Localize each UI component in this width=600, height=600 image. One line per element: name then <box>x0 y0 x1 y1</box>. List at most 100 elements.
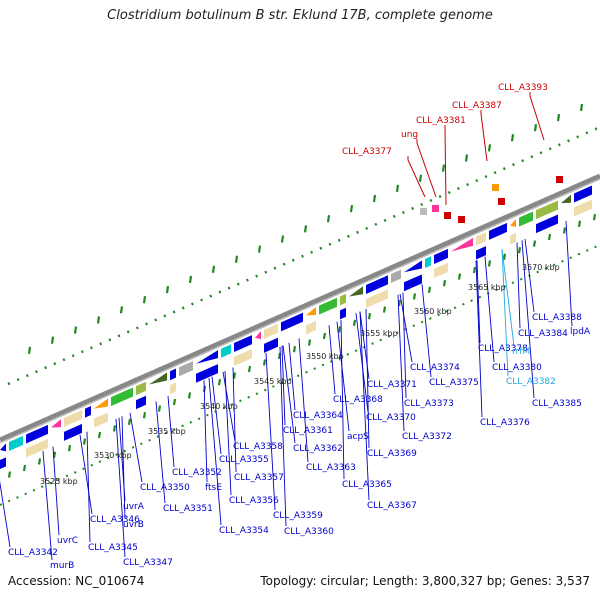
ruler-tick <box>37 458 42 465</box>
gene-block <box>94 412 108 428</box>
outer-ruler-tick <box>441 164 446 172</box>
ruler-tick <box>292 346 297 353</box>
upper-feature-label: ung <box>401 130 418 140</box>
ruler-tick <box>247 365 252 373</box>
lower-feature-label: ftsE <box>205 483 222 493</box>
gene-block <box>391 269 401 283</box>
outer-ruler-tick <box>510 134 515 142</box>
lower-label-connector <box>336 321 350 432</box>
lower-feature-label: CLL_A3352 <box>172 468 222 478</box>
gene-block <box>85 405 91 418</box>
ruler-tick <box>562 227 567 234</box>
lower-feature-label: CLL_A3380 <box>492 363 542 373</box>
gene-block <box>26 438 48 458</box>
lower-feature-label: CLL_A3376 <box>480 418 530 428</box>
lower-label-connector <box>516 242 521 329</box>
lower-label-connector <box>421 284 432 378</box>
lower-label-connector <box>42 451 53 561</box>
outer-ruler-tick <box>27 346 32 354</box>
upper-feature-label: CLL_A3387 <box>452 101 502 111</box>
ruler-tick <box>7 471 12 478</box>
ruler-tick <box>487 260 492 267</box>
lower-label-connector <box>208 378 222 526</box>
ruler-tick <box>517 247 522 254</box>
ruler-tick <box>577 220 582 227</box>
genome-backbone <box>0 173 600 443</box>
outer-ruler-tick <box>579 103 584 112</box>
gene-block <box>0 457 6 469</box>
lower-label-connector <box>288 342 296 411</box>
upper-label-connector <box>529 92 545 141</box>
lower-label-connector <box>475 260 483 418</box>
gene-block <box>170 382 176 395</box>
gene-block <box>319 297 337 315</box>
outer-ruler-tick <box>257 245 262 253</box>
lower-label-connector <box>340 319 345 480</box>
ruler-tick <box>22 464 27 472</box>
gene-block <box>264 323 278 339</box>
lower-feature-label: murB <box>50 561 74 571</box>
lower-feature-label: CLL_A3359 <box>273 511 323 521</box>
gene-block <box>404 274 422 292</box>
gene-arrow <box>510 218 516 227</box>
lower-feature-labels: CLL_A3342 murB uvrC CLL_A3345 CLL_A3346 CLL_A… <box>8 313 591 571</box>
lower-feature-label: CLL_A3354 <box>219 526 269 536</box>
tick-label: 3555 kbp <box>360 329 398 338</box>
outer-ruler-tick <box>395 184 400 193</box>
gene-block <box>434 262 448 279</box>
ruler-tick <box>142 412 147 419</box>
lower-label-connector <box>155 401 166 504</box>
outer-feature <box>498 198 505 205</box>
gene-arrow <box>196 350 218 364</box>
lower-feature-label: CLL_A3372 <box>402 432 452 442</box>
ruler-tick <box>592 214 597 221</box>
upper-feature-labels: CLL_A3377 ung CLL_A3381 CLL_A3387 CLL_A3393 <box>342 83 548 157</box>
lower-feature-label: CLL_A3369 <box>367 449 417 459</box>
tick-labels: 3525 kbp 3530 kbp 3535 kbp 3540 kbp 3545 kbp… <box>40 263 560 486</box>
lower-label-connector <box>524 238 535 313</box>
gene-block <box>170 368 176 381</box>
lower-feature-label: CLL_A3365 <box>342 480 392 490</box>
gene-arrow <box>149 372 167 385</box>
lower-feature-label: CLL_A3388 <box>532 313 582 323</box>
lower-label-connector <box>565 220 573 327</box>
gene-arrow <box>0 443 6 452</box>
lower-label-connector <box>282 345 296 444</box>
lower-feature-label: CLL_A3356 <box>229 496 279 506</box>
gene-block <box>306 320 316 335</box>
outer-ruler-tick <box>165 285 170 294</box>
lower-label-connector <box>355 313 369 413</box>
feature-track <box>0 176 592 469</box>
lower-feature-label: CLL_A3347 <box>123 558 173 568</box>
gene-arrow <box>255 331 261 340</box>
lower-label-connector <box>397 294 405 432</box>
gene-block <box>26 424 48 444</box>
ruler-tick <box>457 273 462 280</box>
ruler-tick <box>232 372 237 379</box>
gene-arrow <box>349 286 363 297</box>
gene-block <box>574 199 592 217</box>
ruler-tick <box>52 451 57 458</box>
ruler-tick <box>112 425 117 432</box>
tick-label: 3525 kbp <box>40 477 78 486</box>
inner-dotted-ring <box>0 244 600 506</box>
lower-label-connector <box>121 416 126 520</box>
genome-backbone-shadow <box>0 178 600 444</box>
lower-feature-label: CLL_A3382 <box>506 377 556 387</box>
ruler-tick <box>397 299 402 307</box>
lower-feature-label: CLL_A3368 <box>333 395 383 405</box>
lower-feature-label: CLL_A3355 <box>219 455 269 465</box>
gene-block <box>476 246 486 260</box>
upper-feature-label: CLL_A3377 <box>342 147 392 157</box>
tick-label: 3570 kbp <box>522 263 560 272</box>
lower-label-connector <box>167 396 175 468</box>
gene-block <box>536 214 558 234</box>
ruler-tick <box>262 359 267 366</box>
lower-feature-label: uvrC <box>57 536 78 546</box>
upper-label-connector <box>416 139 437 198</box>
lower-feature-label: CLL_A3360 <box>284 527 334 537</box>
outer-dotted-ring <box>7 126 599 386</box>
ruler-tick <box>322 332 327 340</box>
upper-label-connector <box>407 156 426 198</box>
lower-label-connector <box>222 371 236 442</box>
